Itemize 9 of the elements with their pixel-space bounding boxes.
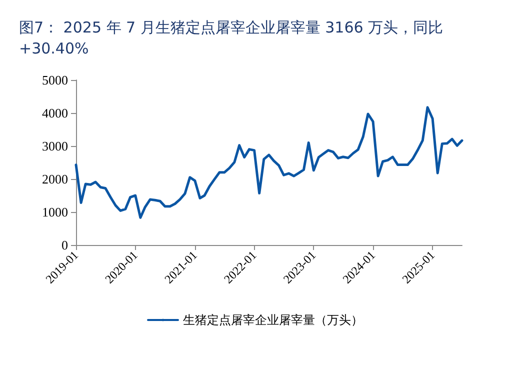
y-tick-label: 4000 — [42, 106, 68, 120]
y-tick-label: 3000 — [42, 138, 68, 154]
y-tick-label: 1000 — [42, 204, 68, 220]
chart-title: 图7： 2025 年 7 月生猪定点屠宰企业屠宰量 3166 万头，同比+30.40% — [19, 18, 444, 58]
y-tick-label: 5000 — [42, 72, 68, 88]
y-tick-label: 2000 — [42, 172, 68, 186]
legend-label: 生猪定点屠宰企业屠宰量（万头） — [183, 313, 363, 327]
y-tick-label: 0 — [62, 238, 68, 252]
line-series — [74, 106, 464, 219]
